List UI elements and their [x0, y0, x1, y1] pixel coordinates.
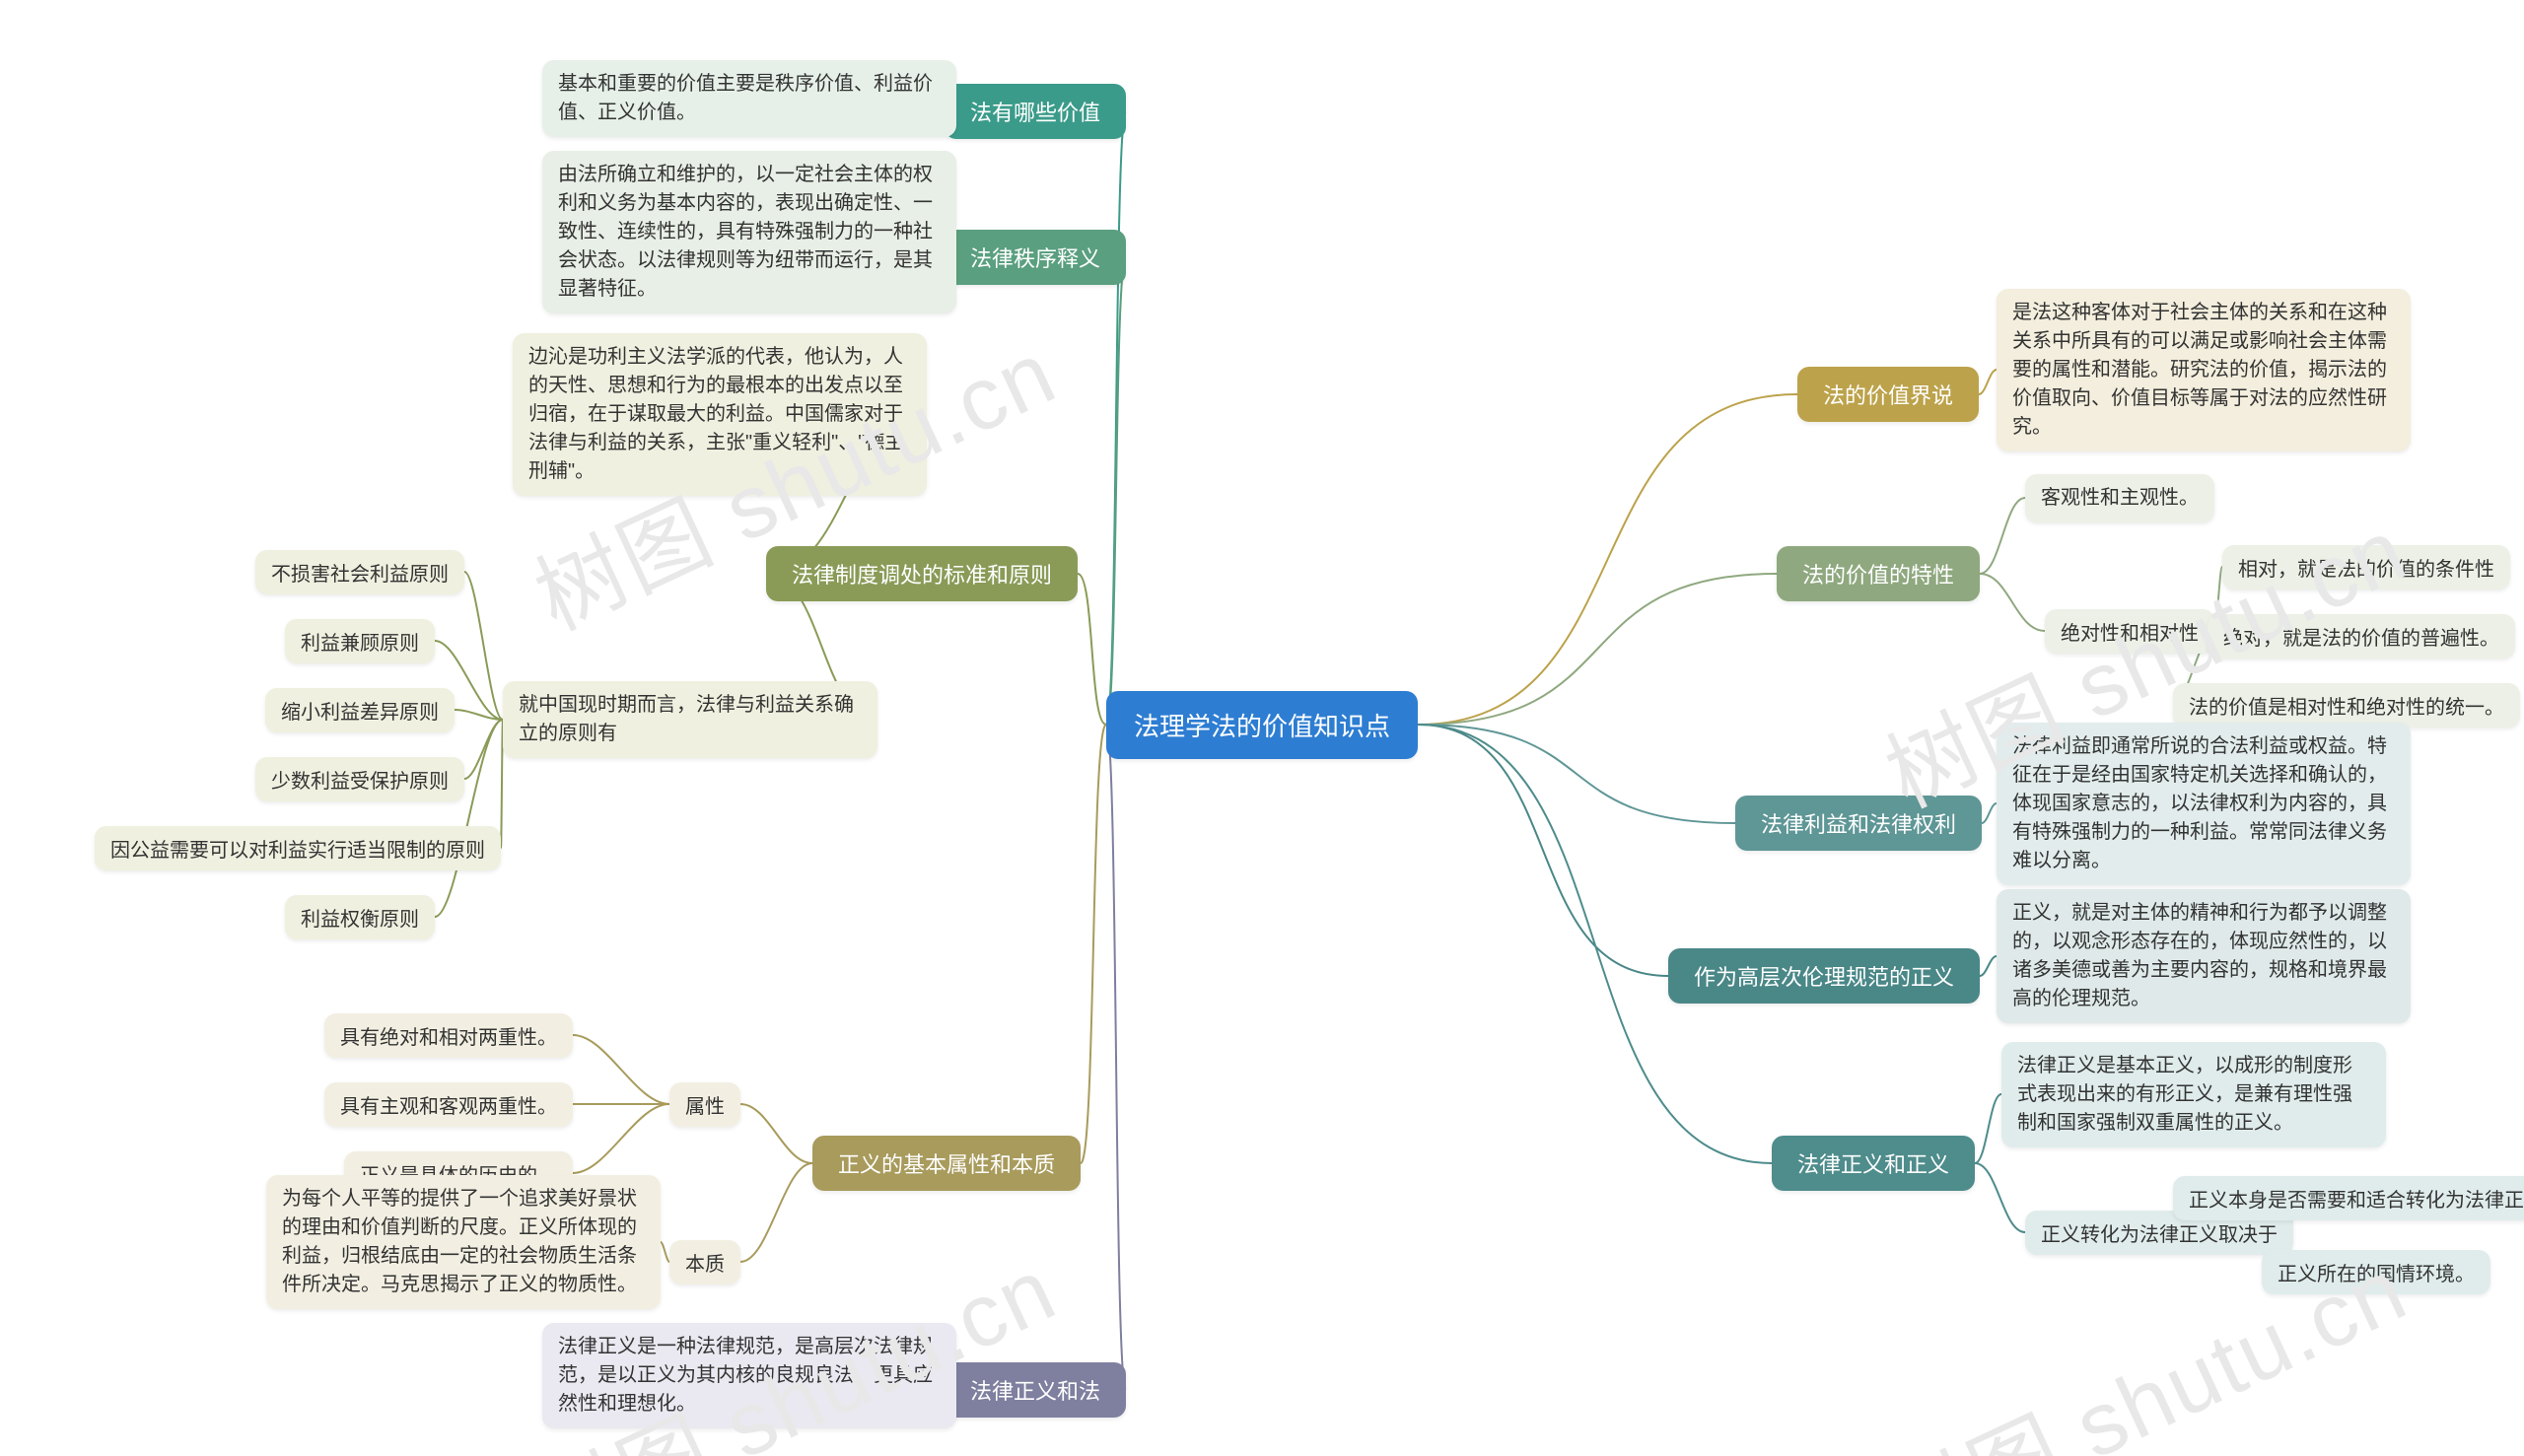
- essence-node: 本质: [669, 1240, 740, 1284]
- branch-R1: 法的价值界说: [1797, 367, 1979, 422]
- attr-item: 具有绝对和相对两重性。: [324, 1013, 573, 1058]
- detail: 基本和重要的价值主要是秩序价值、利益价值、正义价值。: [542, 60, 956, 137]
- branch-L5: 法律正义和法: [945, 1362, 1126, 1418]
- sub-item: 利益兼顾原则: [285, 619, 435, 663]
- sub-item: 正义所在的国情环境。: [2262, 1250, 2490, 1294]
- attr-item: 具有主观和客观两重性。: [324, 1082, 573, 1127]
- sub-item: 不损害社会利益原则: [255, 550, 464, 594]
- detail: 正义，就是对主体的精神和行为都予以调整的，以观念形态存在的，体现应然性的，以诸多…: [1997, 889, 2411, 1023]
- branch-L1: 法有哪些价值: [945, 84, 1126, 139]
- sub-item: 因公益需要可以对利益实行适当限制的原则: [95, 826, 501, 870]
- branch-R5: 法律正义和正义: [1772, 1136, 1975, 1191]
- sub-item: 法的价值是相对性和绝对性的统一。: [2173, 683, 2520, 728]
- branch-L2: 法律秩序释义: [945, 230, 1126, 285]
- sub-item: 相对，就是法的价值的条件性: [2222, 545, 2510, 589]
- sub-item: 利益权衡原则: [285, 895, 435, 939]
- sub-item: 少数利益受保护原则: [255, 757, 464, 801]
- detail: 法律正义是基本正义，以成形的制度形式表现出来的有形正义，是兼有理性强制和国家强制…: [2001, 1042, 2386, 1147]
- sub-item: 绝对，就是法的价值的普遍性。: [2208, 614, 2515, 659]
- detail: 边沁是功利主义法学派的代表，他认为，人的天性、思想和行为的最根本的出发点以至归宿…: [513, 333, 927, 496]
- sub-label: 就中国现时期而言，法律与利益关系确立的原则有: [503, 681, 877, 758]
- detail: 法律利益即通常所说的合法利益或权益。特征在于是经由国家特定机关选择和确认的，体现…: [1997, 723, 2411, 885]
- sub-item: 缩小利益差异原则: [265, 688, 455, 732]
- detail: 客观性和主观性。: [2025, 474, 2214, 522]
- branch-R2: 法的价值的特性: [1777, 546, 1980, 601]
- center-node: 法理学法的价值知识点: [1106, 691, 1418, 759]
- sub-label: 绝对性和相对性: [2045, 609, 2214, 654]
- detail: 由法所确立和维护的，以一定社会主体的权利和义务为基本内容的，表现出确定性、一致性…: [542, 151, 956, 313]
- branch-R3: 法律利益和法律权利: [1735, 796, 1982, 851]
- detail: 是法这种客体对于社会主体的关系和在这种关系中所具有的可以满足或影响社会主体需要的…: [1997, 289, 2411, 451]
- branch-R4: 作为高层次伦理规范的正义: [1668, 948, 1980, 1004]
- detail: 法律正义是一种法律规范，是高层次法律规范，是以正义为其内核的良规良法，更具应然性…: [542, 1323, 956, 1428]
- essence-detail: 为每个人平等的提供了一个追求美好景状的理由和价值判断的尺度。正义所体现的利益，归…: [266, 1175, 661, 1309]
- branch-L3: 法律制度调处的标准和原则: [766, 546, 1078, 601]
- sub-item: 正义本身是否需要和适合转化为法律正义。: [2173, 1176, 2524, 1220]
- attr-node: 属性: [669, 1082, 740, 1127]
- branch-L4: 正义的基本属性和本质: [812, 1136, 1081, 1191]
